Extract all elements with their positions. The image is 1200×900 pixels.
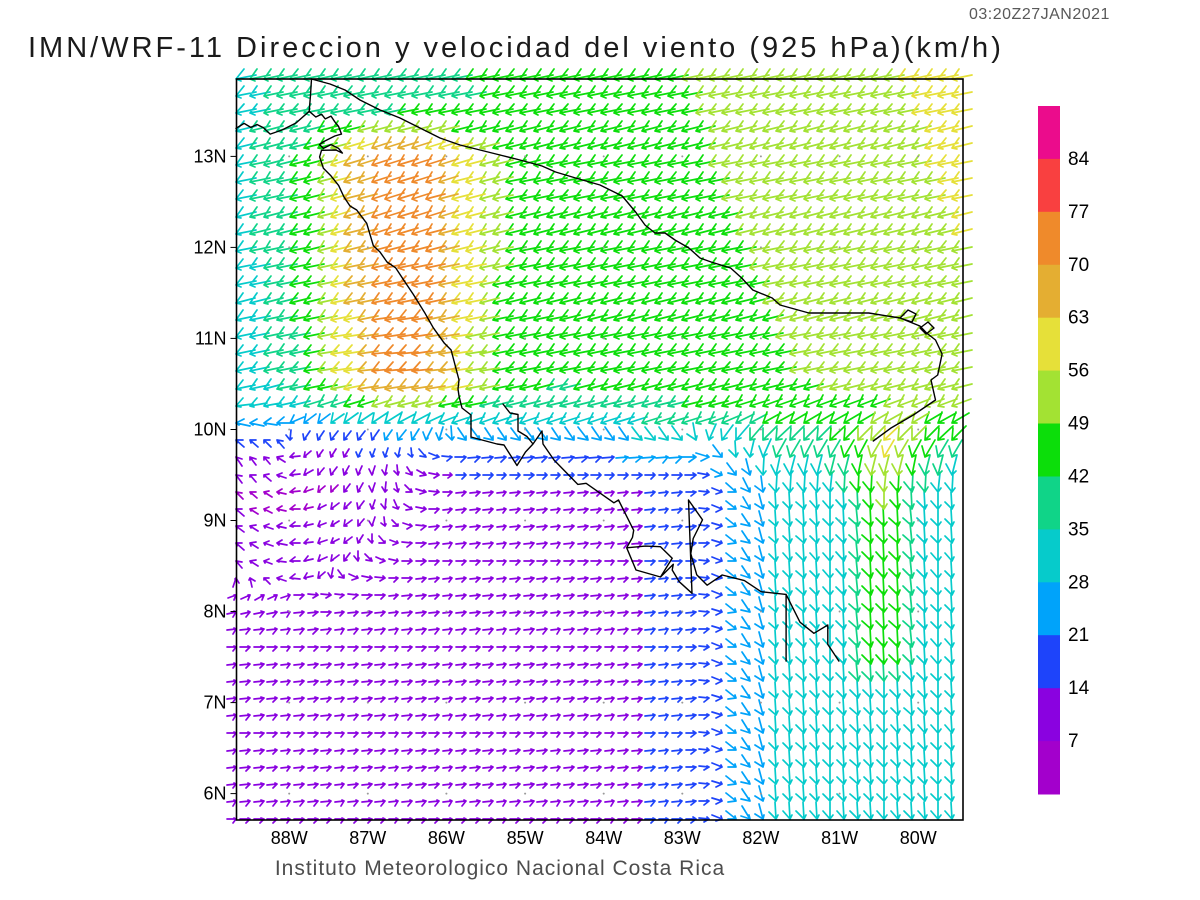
svg-text:49: 49: [1068, 414, 1089, 435]
svg-text:70: 70: [1068, 255, 1089, 276]
svg-text:84W: 84W: [585, 828, 622, 848]
svg-text:6N: 6N: [203, 784, 226, 804]
svg-text:14: 14: [1068, 678, 1090, 699]
svg-text:9N: 9N: [203, 511, 226, 531]
svg-text:7N: 7N: [203, 693, 226, 713]
svg-text:12N: 12N: [193, 237, 226, 257]
svg-text:8N: 8N: [203, 602, 226, 622]
svg-text:63: 63: [1068, 308, 1089, 329]
svg-text:80W: 80W: [900, 828, 937, 848]
svg-text:21: 21: [1068, 625, 1089, 646]
svg-text:10N: 10N: [193, 420, 226, 440]
svg-text:42: 42: [1068, 467, 1089, 488]
svg-text:11N: 11N: [195, 328, 227, 348]
svg-text:83W: 83W: [664, 828, 701, 848]
svg-text:35: 35: [1068, 519, 1089, 540]
svg-text:87W: 87W: [349, 828, 386, 848]
svg-text:56: 56: [1068, 361, 1089, 382]
svg-text:7: 7: [1068, 731, 1079, 752]
svg-text:81W: 81W: [821, 828, 858, 848]
svg-text:13N: 13N: [193, 146, 226, 166]
svg-text:82W: 82W: [742, 828, 779, 848]
svg-text:77: 77: [1068, 202, 1089, 223]
svg-text:88W: 88W: [271, 828, 308, 848]
svg-text:85W: 85W: [507, 828, 544, 848]
svg-text:84: 84: [1068, 149, 1090, 170]
svg-text:28: 28: [1068, 572, 1089, 593]
svg-text:86W: 86W: [428, 828, 465, 848]
